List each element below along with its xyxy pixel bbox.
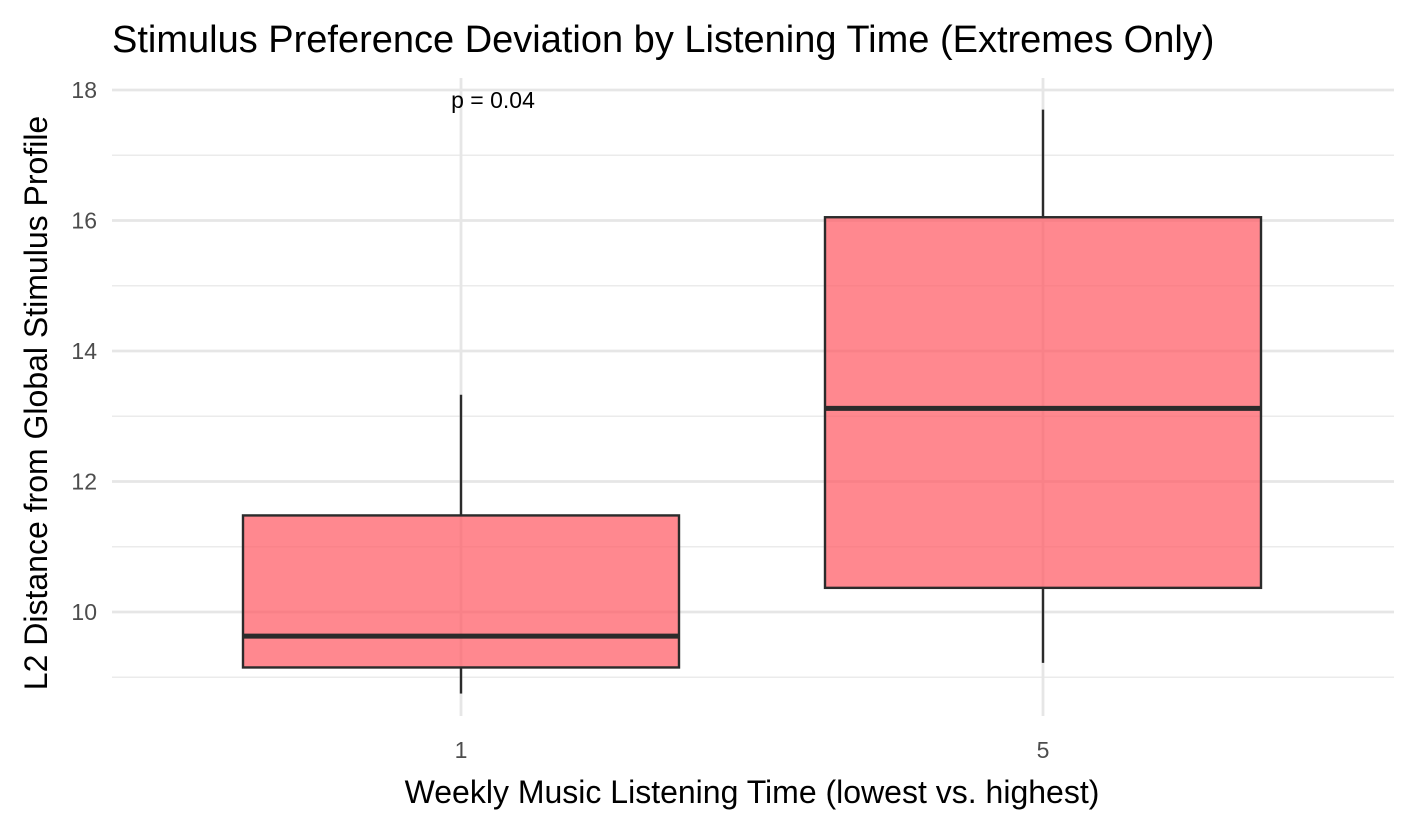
x-tick-label: 5 [1037, 737, 1050, 763]
chart-title: Stimulus Preference Deviation by Listeni… [112, 19, 1214, 61]
x-tick-label: 1 [455, 737, 468, 763]
boxes-layer [241, 109, 1263, 694]
x-axis-title: Weekly Music Listening Time (lowest vs. … [405, 774, 1100, 810]
p-value-annotation: p = 0.04 [451, 87, 535, 113]
tick-labels: 10 12 14 16 18 1 5 [71, 77, 1049, 763]
y-tick-label: 14 [71, 338, 97, 364]
iqr-box [823, 216, 1263, 590]
box-1 [241, 394, 681, 694]
y-tick-label: 16 [71, 208, 97, 234]
y-tick-label: 10 [71, 599, 97, 625]
y-axis-title: L2 Distance from Global Stimulus Profile [18, 116, 54, 690]
iqr-box [241, 514, 681, 669]
y-tick-label: 12 [71, 469, 97, 495]
y-tick-label: 18 [71, 77, 97, 103]
box-5 [823, 109, 1263, 663]
